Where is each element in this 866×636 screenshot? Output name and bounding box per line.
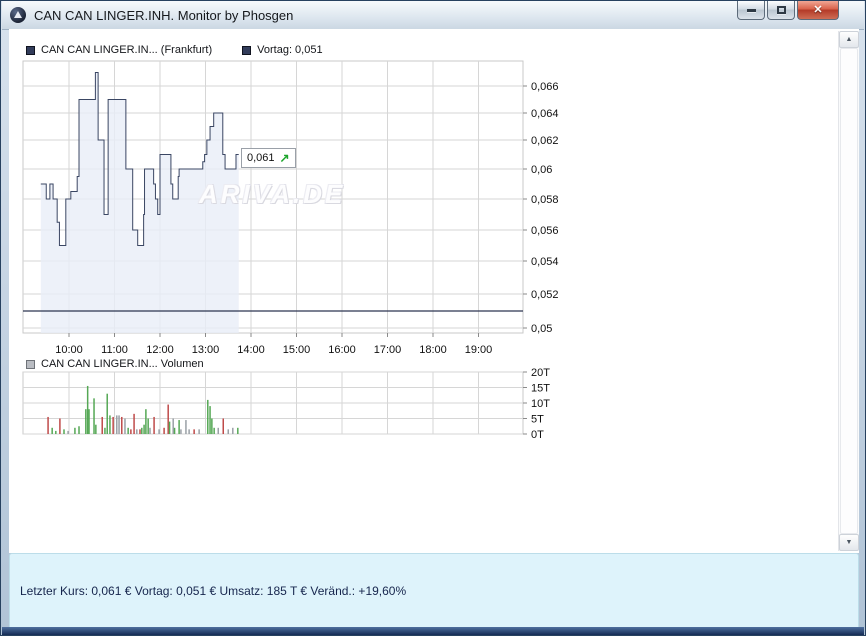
svg-text:15:00: 15:00 — [283, 344, 311, 356]
minimize-icon — [746, 8, 756, 12]
legend-item-vortag: Vortag: 0,051 — [242, 44, 323, 56]
legend-item-instrument: CAN CAN LINGER.IN... (Frankfurt) — [26, 44, 212, 56]
scroll-down-button[interactable]: ▼ — [839, 534, 859, 551]
svg-text:0,056: 0,056 — [531, 225, 559, 237]
triangle-up-icon: ▲ — [845, 36, 853, 43]
svg-text:0,064: 0,064 — [531, 108, 559, 120]
price-chart-legend: CAN CAN LINGER.IN... (Frankfurt) Vortag:… — [26, 44, 353, 56]
vertical-scrollbar[interactable]: ▲ ▼ — [838, 31, 859, 551]
scrollbar-thumb[interactable] — [840, 48, 858, 534]
svg-text:18:00: 18:00 — [419, 344, 447, 356]
last-price-flag: 0,061 ↗ — [241, 148, 296, 168]
svg-text:0,06: 0,06 — [531, 164, 552, 176]
close-icon: ✕ — [813, 3, 823, 16]
svg-text:20T: 20T — [531, 367, 550, 379]
svg-text:10T: 10T — [531, 398, 550, 410]
svg-text:16:00: 16:00 — [328, 344, 356, 356]
scroll-up-button[interactable]: ▲ — [839, 31, 859, 48]
legend-label: Vortag: 0,051 — [257, 44, 323, 56]
svg-text:0,054: 0,054 — [531, 256, 559, 268]
triangle-down-icon: ▼ — [845, 539, 853, 546]
legend-swatch-icon — [26, 359, 35, 369]
svg-text:10:00: 10:00 — [55, 344, 83, 356]
svg-text:11:00: 11:00 — [101, 344, 128, 356]
svg-text:0T: 0T — [531, 429, 544, 441]
status-text: Letzter Kurs: 0,061 € Vortag: 0,051 € Um… — [20, 584, 407, 598]
svg-text:17:00: 17:00 — [374, 344, 402, 356]
volume-chart-legend: CAN CAN LINGER.IN... Volumen — [26, 358, 234, 370]
maximize-icon — [776, 6, 786, 14]
svg-text:0,058: 0,058 — [531, 194, 559, 206]
legend-label: CAN CAN LINGER.IN... Volumen — [41, 358, 204, 370]
legend-item-volume: CAN CAN LINGER.IN... Volumen — [26, 358, 204, 370]
app-logo-icon — [10, 7, 26, 23]
svg-text:13:00: 13:00 — [192, 344, 220, 356]
svg-text:19:00: 19:00 — [465, 344, 493, 356]
client-area: CAN CAN LINGER.IN... (Frankfurt) Vortag:… — [9, 29, 859, 553]
svg-text:0,066: 0,066 — [531, 81, 559, 93]
logo-triangle-icon — [14, 11, 22, 18]
price-volume-chart: 0,0660,0640,0620,060,0580,0560,0540,0520… — [22, 60, 559, 441]
window-title: CAN CAN LINGER.INH. Monitor by Phosgen — [34, 7, 294, 23]
legend-swatch-icon — [26, 45, 35, 55]
last-price-value: 0,061 — [247, 152, 275, 164]
svg-text:0,052: 0,052 — [531, 289, 559, 301]
svg-text:5T: 5T — [531, 414, 544, 426]
svg-text:0,062: 0,062 — [531, 135, 559, 147]
close-button[interactable]: ✕ — [797, 1, 839, 20]
legend-label: CAN CAN LINGER.IN... (Frankfurt) — [41, 44, 213, 56]
minimize-button[interactable] — [737, 1, 765, 20]
svg-text:14:00: 14:00 — [237, 344, 265, 356]
up-right-arrow-icon: ↗ — [279, 151, 290, 165]
svg-text:0,05: 0,05 — [531, 323, 552, 335]
legend-swatch-icon — [242, 45, 252, 55]
scrollbar-track[interactable] — [839, 48, 859, 534]
window-controls: ✕ — [737, 1, 839, 20]
svg-text:15T: 15T — [531, 383, 550, 395]
status-bar: Letzter Kurs: 0,061 € Vortag: 0,051 € Um… — [9, 553, 859, 629]
window-titlebar[interactable]: CAN CAN LINGER.INH. Monitor by Phosgen — [2, 1, 864, 30]
maximize-button[interactable] — [767, 1, 795, 20]
svg-text:12:00: 12:00 — [146, 344, 174, 356]
